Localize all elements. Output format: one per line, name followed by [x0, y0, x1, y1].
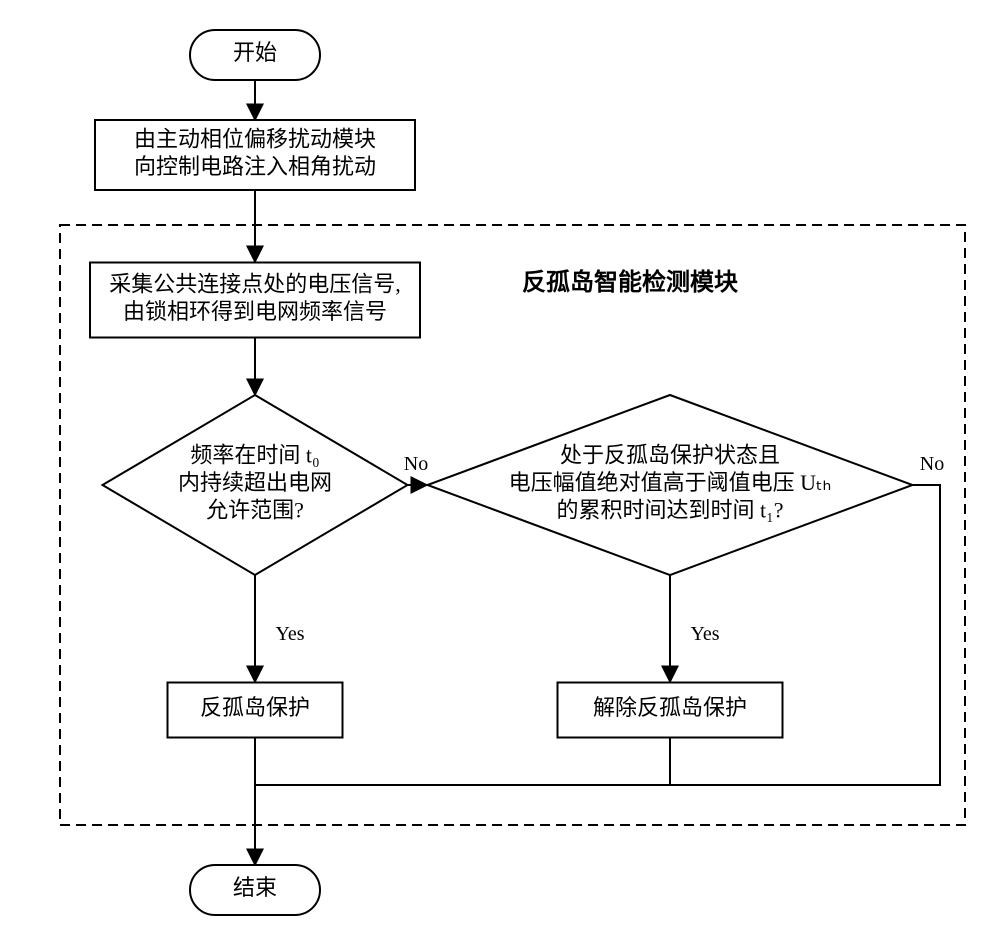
node-release-line-0: 解除反孤岛保护: [593, 695, 747, 720]
node-dec1-line-0: 频率在时间 t₀: [190, 443, 319, 468]
node-inject-line-1: 向控制电路注入相角扰动: [134, 154, 376, 179]
node-dec2-line-1: 电压幅值绝对值高于阈值电压 Uₜₕ: [509, 470, 832, 495]
node-dec1-line-1: 内持续超出电网: [178, 470, 332, 495]
edge-label-dec1-protect: Yes: [275, 623, 304, 645]
node-protect-line-0: 反孤岛保护: [200, 695, 310, 720]
node-dec2-line-0: 处于反孤岛保护状态且: [560, 443, 780, 468]
node-sample-line-1: 由锁相环得到电网频率信号: [123, 299, 387, 324]
node-inject-line-0: 由主动相位偏移扰动模块: [134, 126, 376, 151]
node-start-line-0: 开始: [233, 40, 277, 65]
edge-label-dec2-release: Yes: [690, 623, 719, 645]
node-dec2-line-2: 的累积时间达到时间 t₁?: [556, 498, 783, 523]
node-end-line-0: 结束: [233, 875, 277, 900]
node-dec1-line-2: 允许范围?: [206, 498, 304, 523]
edge-label-dec1-dec2: No: [404, 453, 428, 475]
module-label: 反孤岛智能检测模块: [522, 268, 738, 296]
node-sample-line-0: 采集公共连接点处的电压信号,: [109, 271, 401, 296]
edge-label-dec2-merge: No: [920, 453, 944, 475]
